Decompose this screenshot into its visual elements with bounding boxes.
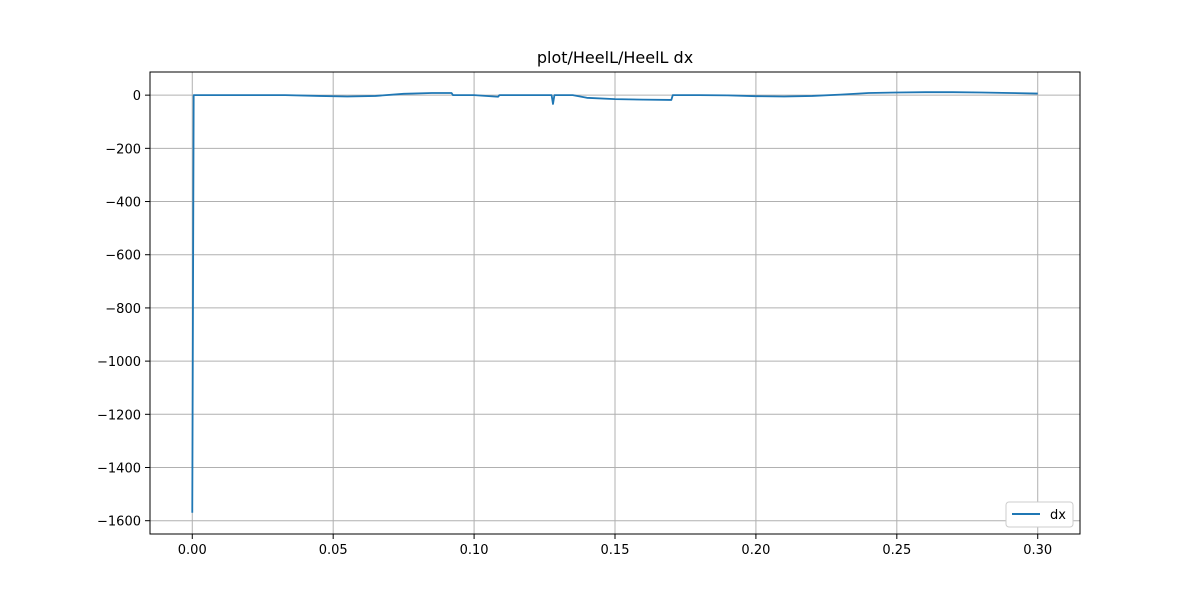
x-tick-label: 0.15 (601, 543, 630, 558)
chart-title: plot/HeelL/HeelL dx (537, 48, 693, 67)
y-tick-label: −1400 (97, 462, 141, 477)
y-tick-label: −1000 (97, 355, 141, 370)
x-tick-label: 0.20 (741, 543, 770, 558)
legend: dx (1005, 501, 1074, 528)
legend-label-dx: dx (1050, 508, 1066, 523)
x-tick-label: 0.30 (1023, 543, 1052, 558)
y-tick-label: 0 (133, 89, 141, 104)
x-tick-label: 0.10 (460, 543, 489, 558)
x-tick-label: 0.00 (178, 543, 207, 558)
y-tick-label: −800 (105, 302, 141, 317)
y-tick-label: −600 (105, 249, 141, 264)
ticks: 0.00 0.05 0.10 0.15 0.20 0.25 0.30 0 −200 −400 −60… (97, 89, 1052, 558)
series-line-dx (191, 91, 1038, 513)
y-tick-label: −400 (105, 196, 141, 211)
y-tick-label: −200 (105, 142, 141, 157)
x-tick-label: 0.25 (882, 543, 911, 558)
series-layer (191, 91, 1038, 513)
x-tick-label: 0.05 (319, 543, 348, 558)
y-tick-label: −1600 (97, 515, 141, 530)
y-tick-label: −1200 (97, 408, 141, 423)
